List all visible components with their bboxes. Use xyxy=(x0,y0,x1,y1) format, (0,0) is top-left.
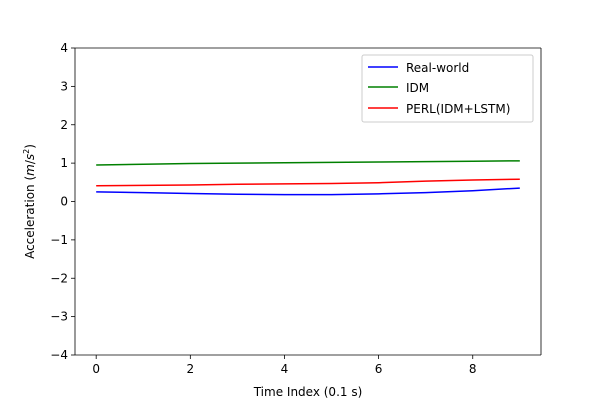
series-line-perl-idm-lstm xyxy=(96,178,520,187)
x-tick-label: 0 xyxy=(92,362,100,376)
x-tick-label: 4 xyxy=(281,362,289,376)
x-axis-label: Time Index (0.1 s) xyxy=(253,385,363,399)
y-tick-label: 3 xyxy=(60,79,68,93)
legend-label-idm: IDM xyxy=(406,81,429,95)
x-tick-label: 8 xyxy=(469,362,477,376)
y-tick-label: 4 xyxy=(60,41,68,55)
y-tick-label: −4 xyxy=(50,348,68,362)
ticks-layer: 0 2 4 6 8 −4 −3 −2 −1 0 1 2 3 4 xyxy=(50,41,476,376)
y-tick-label: −1 xyxy=(50,233,68,247)
legend-label-perl: PERL(IDM+LSTM) xyxy=(406,102,510,116)
legend-box xyxy=(361,54,534,123)
y-tick-label: 1 xyxy=(60,156,68,170)
series-layer xyxy=(96,160,520,196)
legend-label-real-world: Real-world xyxy=(406,61,469,75)
y-axis-label: Acceleration (m/s2) xyxy=(22,144,37,259)
y-tick-label: −3 xyxy=(50,310,68,324)
legend: Real-world IDM PERL(IDM+LSTM) xyxy=(361,54,534,123)
y-tick-label: −2 xyxy=(50,271,68,285)
y-tick-label: 0 xyxy=(60,195,68,209)
x-tick-label: 6 xyxy=(375,362,383,376)
y-tick-label: 2 xyxy=(60,118,68,132)
series-line-real-world xyxy=(96,187,520,196)
x-tick-label: 2 xyxy=(187,362,195,376)
series-line-idm xyxy=(96,160,520,166)
